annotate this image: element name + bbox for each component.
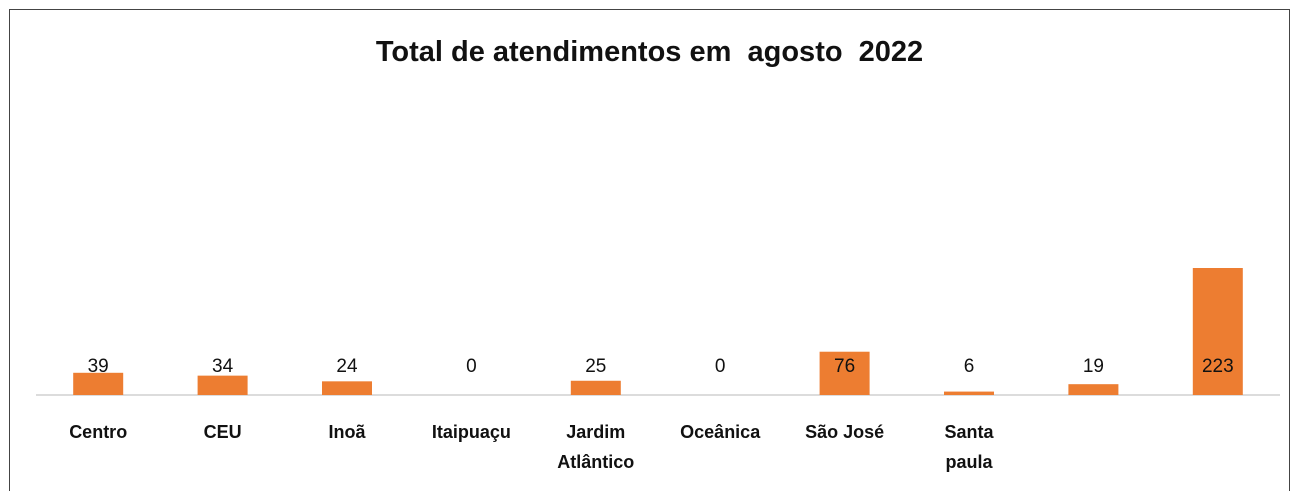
chart-frame <box>9 9 1290 491</box>
data-label: 24 <box>336 356 358 377</box>
bar <box>819 351 870 395</box>
bar <box>197 375 248 395</box>
data-label: 0 <box>714 356 726 377</box>
bar <box>322 381 372 395</box>
data-label: 76 <box>834 356 856 377</box>
data-label: 39 <box>87 356 109 377</box>
bar <box>570 380 621 395</box>
x-tick-label: Inoã <box>328 422 366 442</box>
chart-title: Total de atendimentos em agosto 2022 <box>375 36 924 68</box>
data-label: 34 <box>212 356 234 377</box>
x-tick-label: Jardim Atlântico <box>557 422 635 472</box>
x-tick-label: São José <box>805 422 885 442</box>
data-label: 6 <box>963 356 975 377</box>
data-label: 25 <box>585 356 607 377</box>
x-tick-label: Santa paula <box>944 422 994 472</box>
bar <box>73 372 124 395</box>
data-label: 19 <box>1082 356 1104 377</box>
data-label: 223 <box>1201 356 1234 377</box>
x-tick-label: CEU <box>203 422 242 442</box>
x-tick-label: Centro <box>69 422 128 442</box>
data-label: 0 <box>466 356 477 377</box>
bar <box>1068 384 1119 395</box>
x-tick-label: Oceânica <box>680 422 761 442</box>
x-tick-label: Itaipuaçu <box>431 422 511 442</box>
bar <box>1192 268 1243 395</box>
bar <box>944 391 994 395</box>
